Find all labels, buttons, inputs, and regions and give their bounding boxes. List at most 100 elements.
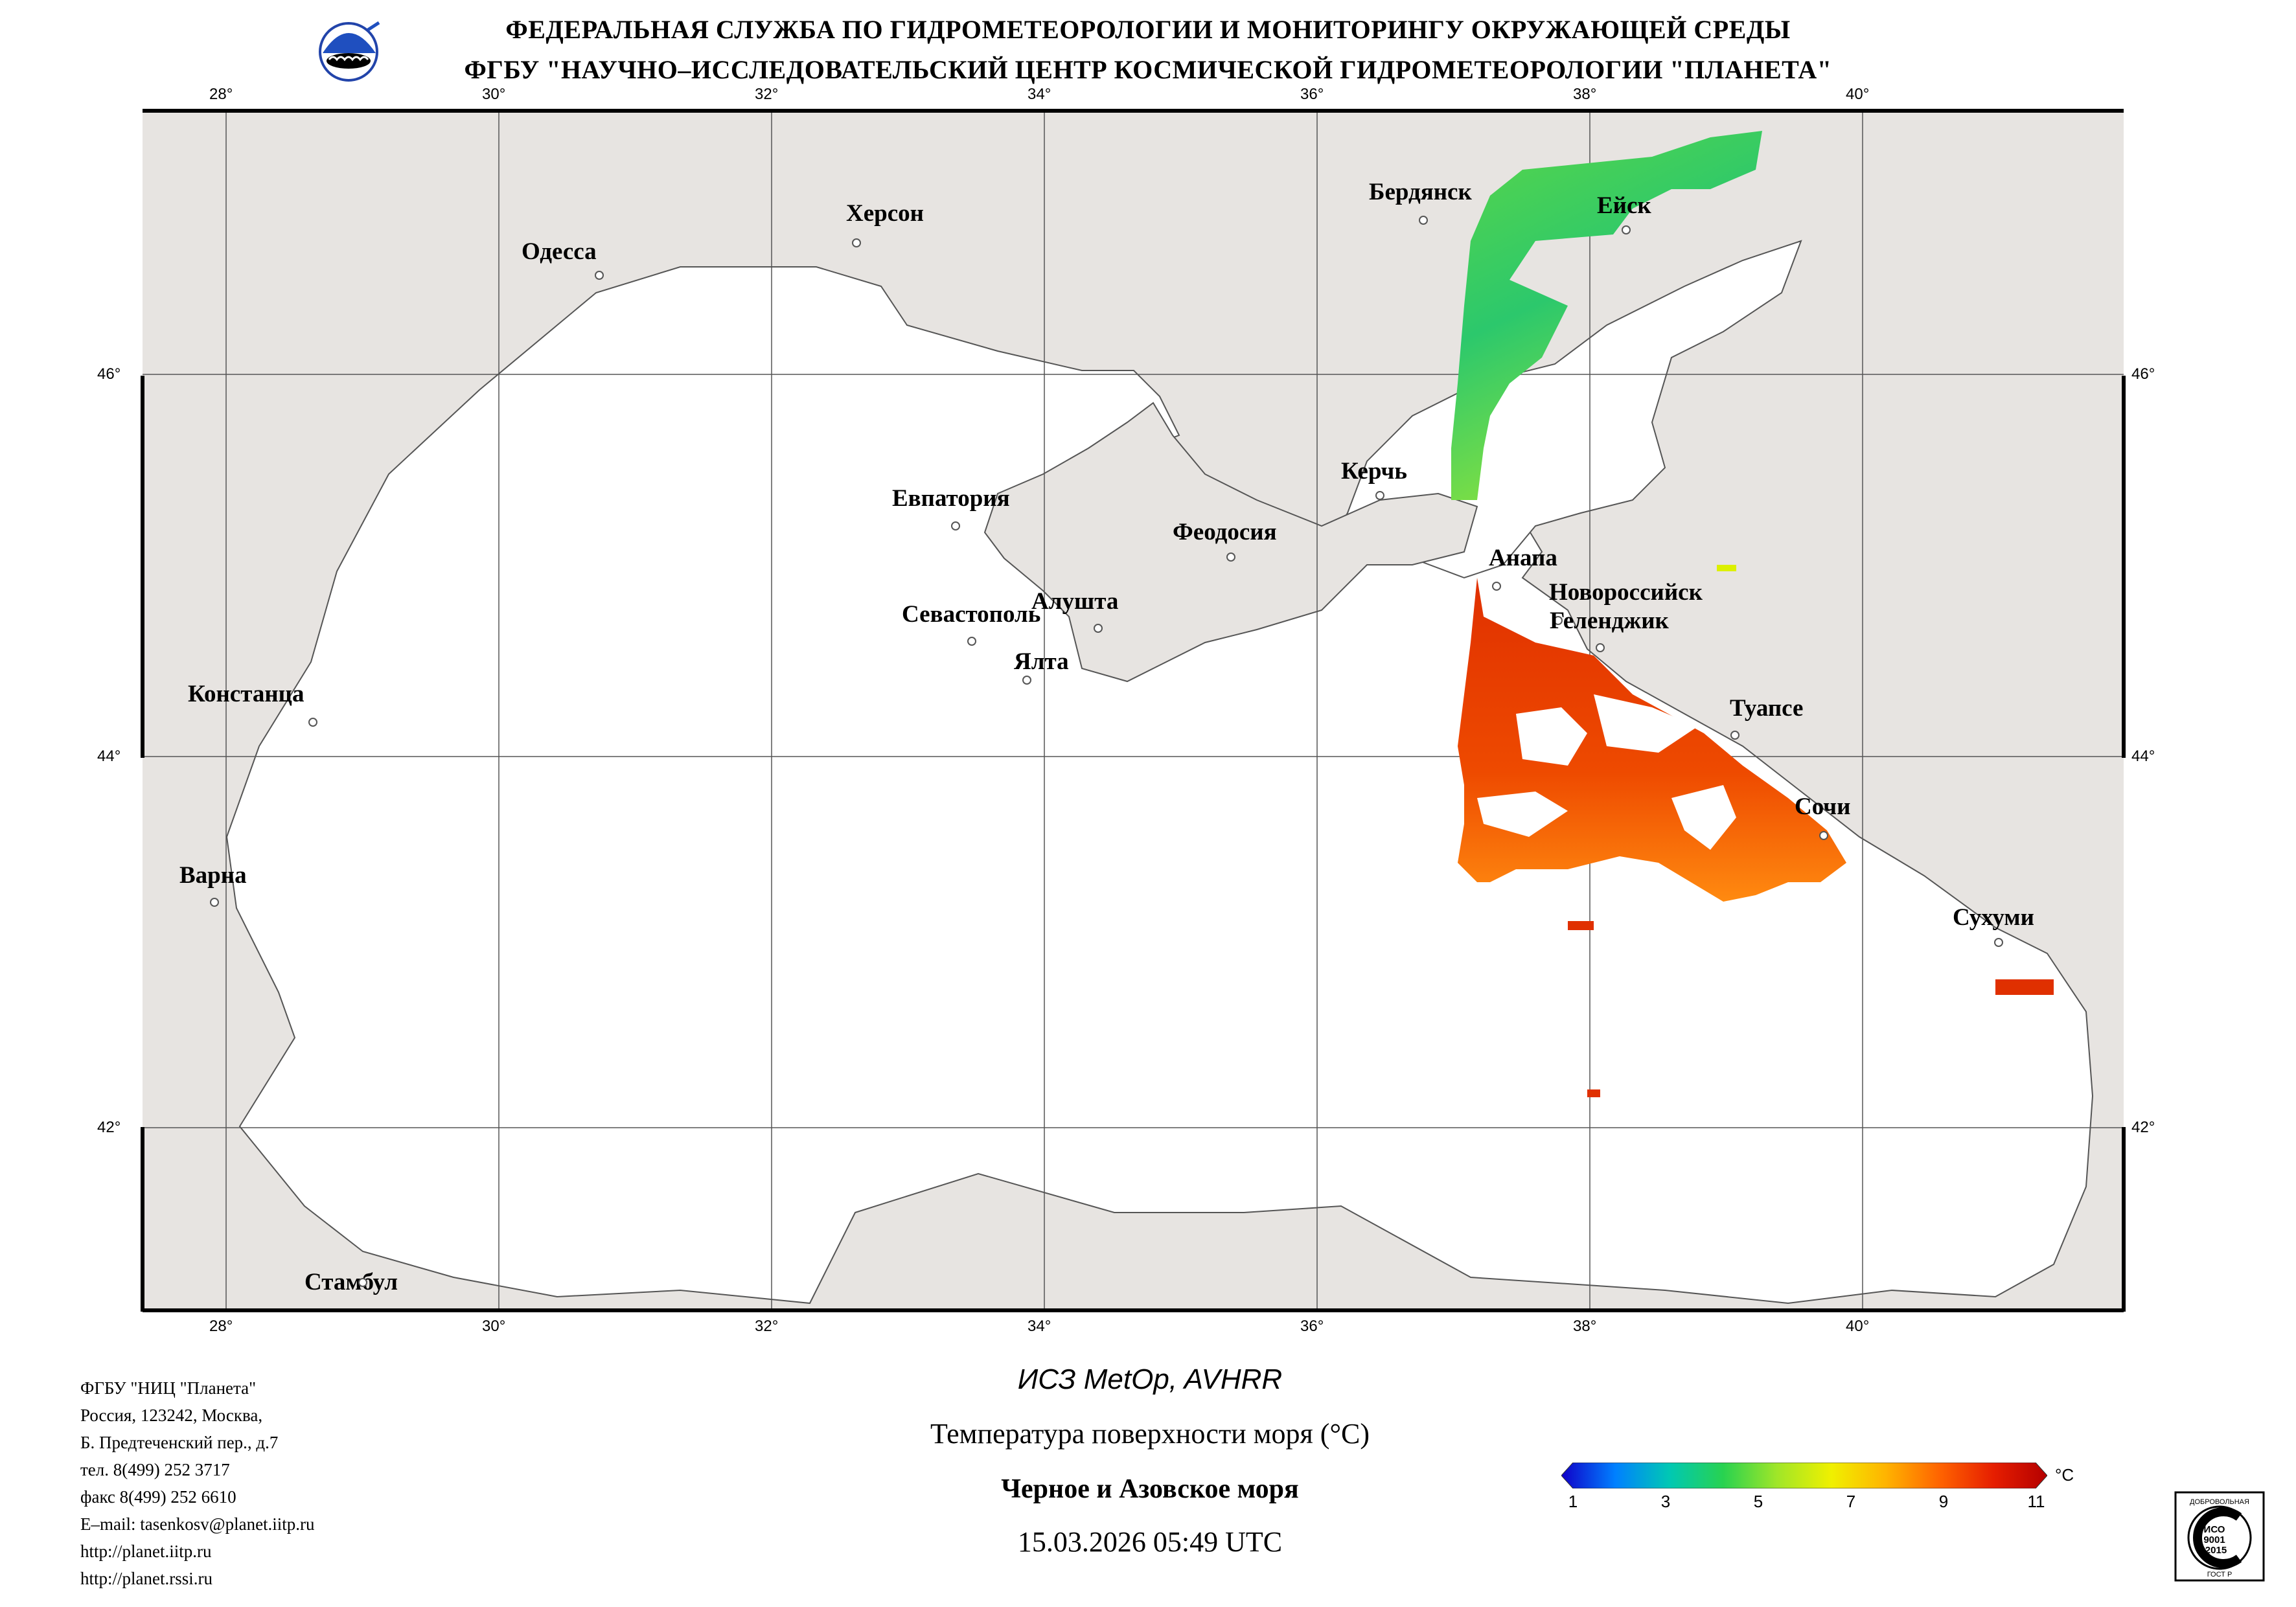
city-marker-icon bbox=[1554, 616, 1563, 625]
svg-text:ГОСТ Р: ГОСТ Р bbox=[2207, 1571, 2233, 1579]
black-sea bbox=[225, 266, 2094, 1305]
city-label: Туапсе bbox=[1730, 695, 1804, 722]
city-label: Херсон bbox=[846, 200, 924, 227]
lon-tick-label: 32° bbox=[755, 85, 779, 103]
city-marker-icon bbox=[308, 718, 317, 727]
org-line: факс 8(499) 252 6610 bbox=[80, 1487, 236, 1507]
org-line: тел. 8(499) 252 3717 bbox=[80, 1460, 230, 1479]
sst-blacksea-gaps bbox=[1477, 694, 1736, 850]
header-title-line1: ФЕДЕРАЛЬНАЯ СЛУЖБА ПО ГИДРОМЕТЕОРОЛОГИИ … bbox=[505, 15, 1791, 44]
city-label: Сочи bbox=[1795, 793, 1851, 820]
city-label: Анапа bbox=[1489, 545, 1557, 571]
sst-small-patch-4 bbox=[1717, 565, 1736, 571]
frame-left2 bbox=[141, 1127, 144, 1312]
svg-text:ИСО: ИСО bbox=[2204, 1524, 2225, 1535]
crimea-peninsula bbox=[983, 402, 1478, 683]
frame-right bbox=[2122, 376, 2126, 758]
city-marker-icon bbox=[852, 238, 861, 247]
lat-tick-label: 46° bbox=[2131, 365, 2155, 383]
org-link[interactable]: http://planet.rssi.ru bbox=[80, 1569, 212, 1588]
lon-tick-label: 36° bbox=[1300, 1317, 1324, 1335]
lon-tick-label: 28° bbox=[209, 1317, 233, 1335]
city-marker-icon bbox=[1819, 831, 1828, 840]
datetime-caption: 15.03.2026 05:49 UTC bbox=[1017, 1526, 1283, 1558]
lat-tick-label: 46° bbox=[97, 365, 121, 383]
parameter-caption: Температура поверхности моря (°С) bbox=[930, 1418, 1370, 1450]
org-link[interactable]: http://planet.iitp.ru bbox=[80, 1542, 212, 1561]
city-marker-icon bbox=[1094, 624, 1103, 633]
lon-tick-label: 34° bbox=[1027, 85, 1051, 103]
satellite-caption: ИСЗ MetOp, AVHRR bbox=[1017, 1363, 1283, 1395]
header-title-line2: ФГБУ "НАУЧНО–ИССЛЕДОВАТЕЛЬСКИЙ ЦЕНТР КОС… bbox=[464, 55, 1832, 84]
frame-left bbox=[141, 376, 144, 758]
colorbar-tick-label: 3 bbox=[1660, 1492, 1671, 1511]
city-label: Феодосия bbox=[1173, 519, 1277, 545]
city-marker-icon bbox=[1375, 491, 1384, 500]
colorbar-unit: °С bbox=[2055, 1465, 2074, 1485]
city-label: Ялта bbox=[1014, 648, 1069, 675]
city-marker-icon bbox=[1419, 216, 1428, 225]
city-marker-icon bbox=[1622, 225, 1631, 234]
org-line: E–mail: tasenkosv@planet.iitp.ru bbox=[80, 1514, 315, 1534]
city-label: Сухуми bbox=[1953, 904, 2034, 931]
colorbar-tick-label: 5 bbox=[1753, 1492, 1763, 1511]
svg-text:ДОБРОВОЛЬНАЯ: ДОБРОВОЛЬНАЯ bbox=[2190, 1498, 2249, 1506]
city-marker-icon bbox=[1226, 553, 1235, 562]
city-marker-icon bbox=[1022, 676, 1031, 685]
city-label: Одесса bbox=[522, 238, 597, 265]
city-label: Геленджик bbox=[1550, 608, 1669, 634]
frame-bottom bbox=[143, 1308, 2124, 1312]
org-contact-info: ФГБУ "НИЦ "Планета" Россия, 123242, Моск… bbox=[80, 1374, 315, 1592]
lon-tick-label: 32° bbox=[755, 1317, 779, 1335]
city-label: Констанца bbox=[188, 681, 304, 707]
lon-tick-label: 28° bbox=[209, 85, 233, 103]
city-marker-icon bbox=[1994, 938, 2003, 947]
city-label: Керчь bbox=[1341, 458, 1407, 484]
colorbar-tick-label: 9 bbox=[1938, 1492, 1949, 1511]
colorbar-tick-label: 7 bbox=[1846, 1492, 1856, 1511]
svg-text:-2015: -2015 bbox=[2202, 1545, 2227, 1556]
lon-tick-label: 34° bbox=[1027, 1317, 1051, 1335]
lat-tick-label: 42° bbox=[2131, 1119, 2155, 1136]
svg-text:9001: 9001 bbox=[2203, 1534, 2225, 1545]
lon-tick-label: 40° bbox=[1846, 1317, 1870, 1335]
city-marker-icon bbox=[1596, 643, 1605, 652]
iso-certificate-icon: ДОБРОВОЛЬНАЯ ИСО 9001 -2015 ГОСТ Р bbox=[2174, 1491, 2265, 1582]
city-marker-icon bbox=[967, 637, 976, 646]
lon-tick-label: 36° bbox=[1300, 85, 1324, 103]
lat-tick-label: 44° bbox=[97, 747, 121, 765]
frame-right2 bbox=[2122, 1127, 2126, 1312]
region-caption: Черное и Азовское моря bbox=[1001, 1474, 1299, 1504]
lon-tick-label: 38° bbox=[1573, 1317, 1597, 1335]
city-label: Алушта bbox=[1031, 588, 1119, 615]
lon-tick-label: 30° bbox=[482, 85, 506, 103]
city-marker-icon bbox=[210, 898, 219, 907]
colorbar-tick-label: 11 bbox=[2027, 1492, 2045, 1511]
lon-tick-label: 38° bbox=[1573, 85, 1597, 103]
city-marker-icon bbox=[595, 271, 604, 280]
lat-tick-label: 42° bbox=[97, 1119, 121, 1136]
graticule bbox=[143, 111, 2124, 1310]
city-label: Севастополь bbox=[902, 601, 1041, 628]
city-marker-icon bbox=[358, 1278, 367, 1287]
planeta-logo-icon bbox=[319, 21, 380, 82]
city-marker-icon bbox=[951, 521, 960, 530]
city-label: Стамбул bbox=[304, 1269, 398, 1295]
map-canvas bbox=[143, 111, 2124, 1310]
city-label: Ейск bbox=[1597, 192, 1651, 219]
lat-tick-label: 44° bbox=[2131, 747, 2155, 765]
city-marker-icon bbox=[1492, 582, 1501, 591]
frame-top bbox=[143, 109, 2124, 113]
lon-tick-label: 40° bbox=[1846, 85, 1870, 103]
city-label: Варна bbox=[179, 862, 247, 889]
sst-map bbox=[143, 111, 2124, 1310]
org-line: Россия, 123242, Москва, bbox=[80, 1406, 263, 1425]
city-label: Евпатория bbox=[892, 485, 1010, 512]
colorbar bbox=[1561, 1463, 2047, 1488]
org-line: Б. Предтеченский пер., д.7 bbox=[80, 1433, 279, 1452]
sst-small-patch-2 bbox=[1995, 979, 2054, 995]
lon-tick-label: 30° bbox=[482, 1317, 506, 1335]
sst-small-patch-3 bbox=[1587, 1089, 1600, 1097]
sst-small-patch-1 bbox=[1568, 921, 1594, 930]
sst-azov-patch bbox=[1451, 131, 1762, 500]
